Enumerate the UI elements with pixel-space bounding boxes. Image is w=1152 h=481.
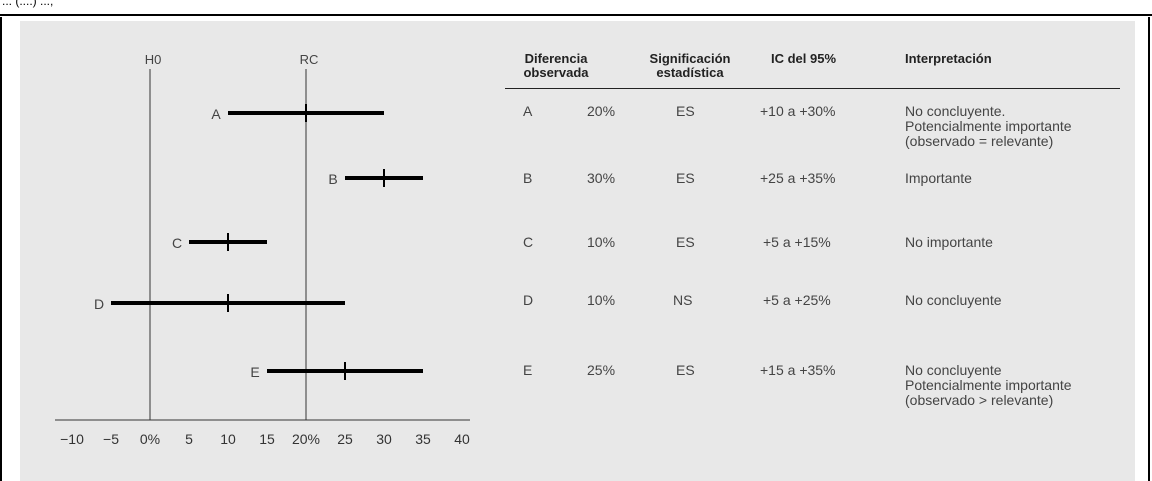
row-label: A bbox=[523, 103, 533, 119]
row-label: E bbox=[523, 362, 533, 378]
header-rule bbox=[505, 88, 1120, 89]
row-diff: 20% bbox=[587, 103, 616, 119]
x-tick-label: 20% bbox=[292, 431, 320, 447]
row-interp-line: (observado = relevante) bbox=[905, 133, 1054, 149]
row-sig: ES bbox=[676, 362, 695, 378]
figure-panel: −10 −5 0% 5 10 15 20% 25 30 35 40 H0 RC A B C D E bbox=[20, 21, 1135, 481]
row-ci: +5 a +25% bbox=[763, 292, 831, 308]
forest-plot: −10 −5 0% 5 10 15 20% 25 30 35 40 H0 RC A B C D E bbox=[55, 52, 470, 447]
x-tick-label: 0% bbox=[140, 431, 160, 447]
row-label: C bbox=[523, 234, 534, 250]
row-interp-line: (observado > relevante) bbox=[905, 392, 1054, 408]
row-ci: +10 a +30% bbox=[760, 103, 836, 119]
row-sig: ES bbox=[676, 103, 695, 119]
row-interp-line: No concluyente bbox=[905, 362, 1002, 378]
interval-label: C bbox=[172, 235, 182, 251]
header-sig: Significación estadística bbox=[640, 52, 740, 80]
row-sig: ES bbox=[676, 170, 695, 186]
x-tick-label: 30 bbox=[376, 431, 392, 447]
top-text-fragment: ... (....) ..., bbox=[0, 0, 1152, 16]
interval-label: D bbox=[94, 296, 104, 312]
interval-label: B bbox=[328, 171, 337, 187]
interval-label: A bbox=[211, 106, 221, 122]
x-tick-label: 5 bbox=[185, 431, 193, 447]
row-interp-line: No importante bbox=[905, 234, 993, 250]
x-tick-label: 35 bbox=[415, 431, 431, 447]
header-ci: IC del 95% bbox=[771, 51, 837, 66]
x-tick-label: 10 bbox=[220, 431, 236, 447]
row-label: B bbox=[523, 170, 533, 186]
header-diff-line1: Diferencia bbox=[524, 51, 588, 66]
header-interp: Interpretación bbox=[905, 51, 992, 66]
reference-line-label: H0 bbox=[145, 52, 162, 67]
x-tick-label: −5 bbox=[103, 431, 119, 447]
row-sig: NS bbox=[673, 292, 693, 308]
row-interp-line: No concluyente bbox=[905, 292, 1002, 308]
row-diff: 30% bbox=[587, 170, 616, 186]
figure-frame bbox=[0, 17, 1150, 481]
header-sig-line1: Significación bbox=[649, 51, 731, 66]
x-tick-label: 15 bbox=[259, 431, 275, 447]
row-ci: +5 a +15% bbox=[763, 234, 831, 250]
row-ci: +25 a +35% bbox=[760, 170, 836, 186]
row-interp-line: Potencialmente importante bbox=[905, 118, 1072, 134]
x-tick-label: 40 bbox=[454, 431, 470, 447]
reference-line-label: RC bbox=[300, 52, 319, 67]
row-interp-line: Importante bbox=[905, 170, 972, 186]
x-tick-label: 25 bbox=[337, 431, 353, 447]
row-sig: ES bbox=[676, 234, 695, 250]
row-ci: +15 a +35% bbox=[760, 362, 836, 378]
header-diff: Diferencia observada bbox=[506, 52, 606, 80]
row-diff: 10% bbox=[587, 292, 616, 308]
interval-label: E bbox=[250, 364, 259, 380]
header-sig-line2: estadística bbox=[656, 65, 724, 80]
row-label: D bbox=[523, 292, 534, 308]
header-diff-line2: observada bbox=[523, 65, 589, 80]
x-tick-label: −10 bbox=[60, 431, 84, 447]
row-interp-line: No concluyente. bbox=[905, 103, 1006, 119]
row-diff: 10% bbox=[587, 234, 616, 250]
row-diff: 25% bbox=[587, 362, 616, 378]
row-interp-line: Potencialmente importante bbox=[905, 377, 1072, 393]
top-text: ... (....) ..., bbox=[2, 0, 54, 8]
